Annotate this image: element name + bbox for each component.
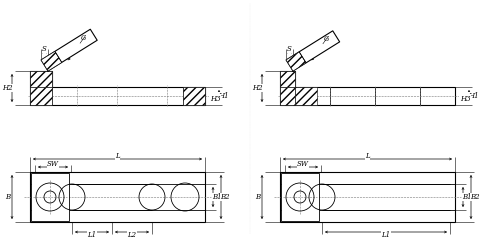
Bar (30, 87, 205, 105)
Text: L: L (365, 152, 370, 160)
Bar (280, 172, 455, 222)
Text: H3: H3 (460, 95, 470, 102)
Text: B2: B2 (220, 193, 230, 201)
Text: L1: L1 (382, 231, 390, 237)
Text: S1: S1 (300, 52, 310, 60)
Bar (280, 87, 295, 105)
Text: SW: SW (47, 160, 59, 168)
Text: S: S (42, 45, 47, 53)
Text: SW: SW (297, 160, 309, 168)
Bar (31, 173, 69, 221)
Bar (295, 87, 317, 105)
Polygon shape (41, 51, 62, 71)
Bar (183, 87, 205, 105)
Bar (30, 87, 52, 105)
Text: H3: H3 (210, 95, 220, 102)
Text: B1: B1 (462, 193, 472, 201)
Bar (30, 71, 52, 87)
Text: B1: B1 (212, 193, 222, 201)
Bar (280, 71, 295, 87)
Text: H2: H2 (252, 84, 262, 92)
Bar (30, 172, 205, 222)
Text: L2: L2 (128, 231, 136, 237)
Bar (281, 173, 319, 221)
Text: H1: H1 (218, 92, 228, 100)
Bar (280, 71, 295, 87)
Text: G: G (324, 35, 329, 43)
Polygon shape (286, 31, 340, 71)
Text: B: B (6, 193, 10, 201)
Text: S: S (287, 45, 292, 53)
Text: H2: H2 (2, 84, 13, 92)
Text: S1: S1 (56, 52, 66, 60)
Polygon shape (41, 29, 97, 71)
Bar (280, 87, 455, 105)
Text: G: G (81, 34, 86, 42)
Text: L1: L1 (88, 231, 96, 237)
Text: H1: H1 (468, 92, 478, 100)
Bar (30, 71, 52, 87)
Text: B: B (256, 193, 260, 201)
Polygon shape (286, 52, 306, 71)
Text: B2: B2 (470, 193, 480, 201)
Text: L: L (115, 152, 120, 160)
